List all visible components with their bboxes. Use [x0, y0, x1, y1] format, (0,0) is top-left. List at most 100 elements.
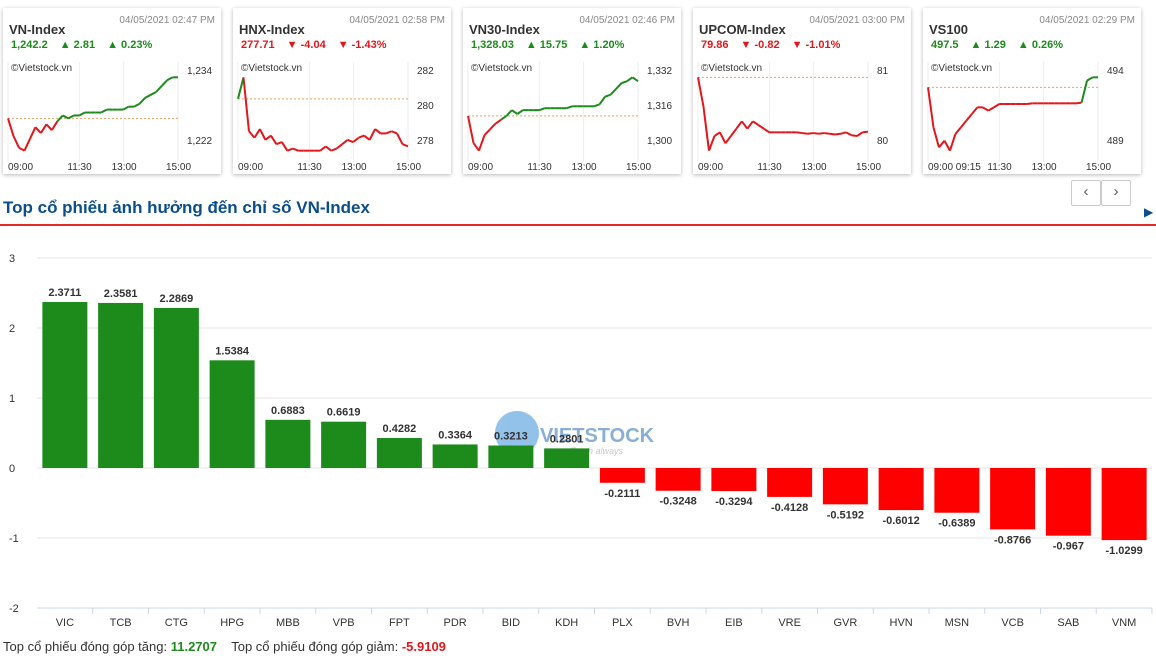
- bar-ctg[interactable]: [153, 307, 199, 468]
- data-label: 0.2801: [550, 433, 584, 445]
- price-line-segment: [489, 122, 497, 131]
- bar-sab[interactable]: [1045, 468, 1091, 536]
- price-line-segment: [467, 115, 475, 144]
- price-line-segment: [500, 115, 507, 121]
- x-tick-label: VPB: [333, 617, 355, 629]
- x-tick-label: MBB: [276, 617, 300, 629]
- section-title: Top cổ phiếu ảnh hưởng đến chỉ số VN-Ind…: [3, 198, 370, 217]
- x-tick-label: HVN: [890, 617, 913, 629]
- price-line-segment: [160, 79, 168, 87]
- price-line-segment: [752, 120, 759, 126]
- bar-vic[interactable]: [42, 302, 88, 468]
- watermark-slogan: Fresh always: [570, 446, 624, 456]
- price-line-segment: [319, 145, 327, 152]
- x-tick-label: GVR: [833, 617, 857, 629]
- bar-tcb[interactable]: [98, 302, 144, 468]
- index-name: VN-Index: [9, 22, 66, 37]
- price-line-segment: [713, 131, 721, 137]
- up-arrow-icon: ▲: [107, 39, 122, 51]
- index-card-hnx-index[interactable]: HNX-Index 04/05/2021 02:58 PM 277.71 ▼ -4.0…: [233, 8, 451, 174]
- x-tick-label: 15:00: [626, 162, 651, 173]
- index-card-upcom-index[interactable]: UPCOM-Index 04/05/2021 03:00 PM 79.86 ▼ -0.…: [693, 8, 911, 174]
- price-line-segment: [818, 132, 825, 135]
- next-button[interactable]: ›: [1101, 180, 1131, 206]
- x-tick-label: EIB: [725, 617, 743, 629]
- index-cards-strip: VN-Index 04/05/2021 02:47 PM 1,242.2 ▲ 2.81…: [0, 0, 1156, 180]
- y-tick-label: 1,234: [187, 66, 212, 77]
- up-arrow-icon: ▲: [1017, 39, 1032, 51]
- price-line-segment: [336, 143, 343, 150]
- bar-kdh[interactable]: [544, 448, 590, 468]
- source-label: ©Vietstock.vn: [11, 63, 73, 74]
- x-tick-label: 09:00 09:15: [928, 162, 981, 173]
- price-line-segment: [325, 145, 332, 152]
- bar-eib[interactable]: [711, 468, 757, 492]
- index-card-vs100[interactable]: VS100 04/05/2021 02:29 PM 497.5 ▲ 1.29 ▲ 0.2…: [923, 8, 1141, 174]
- y-tick-label: 1,222: [187, 136, 212, 147]
- negative-total-label: Top cổ phiếu đóng góp giảm:: [231, 639, 399, 654]
- price-line-segment: [965, 113, 973, 122]
- bar-vcb[interactable]: [990, 468, 1036, 530]
- bar-vpb[interactable]: [321, 421, 367, 468]
- price-line-segment: [40, 123, 48, 134]
- price-line-segment: [719, 131, 727, 144]
- bar-vre[interactable]: [767, 468, 813, 497]
- up-arrow-icon: ▲: [525, 39, 540, 51]
- price-line-segment: [1026, 102, 1033, 105]
- data-label: -0.2111: [604, 488, 640, 500]
- price-line-segment: [604, 93, 611, 98]
- bar-pdr[interactable]: [432, 444, 478, 468]
- bar-fpt[interactable]: [376, 438, 422, 468]
- prev-button[interactable]: ‹: [1071, 180, 1101, 206]
- x-tick-label: 09:00: [698, 162, 723, 173]
- x-tick-label: PLX: [612, 617, 633, 629]
- y-tick-label: 2: [9, 323, 15, 335]
- price-line-segment: [954, 126, 962, 135]
- x-tick-label: 15:00: [396, 162, 421, 173]
- price-line-segment: [155, 85, 163, 93]
- bar-mbb[interactable]: [265, 419, 311, 468]
- data-label: 0.6883: [271, 405, 305, 417]
- price-line-segment: [18, 146, 25, 152]
- x-tick-label: 11:30: [757, 162, 782, 173]
- bar-hpg[interactable]: [209, 360, 255, 468]
- x-tick-label: 09:00: [238, 162, 263, 173]
- price-line-segment: [133, 102, 141, 108]
- data-label: 2.3711: [48, 287, 81, 299]
- x-tick-label: 11:30: [987, 162, 1012, 173]
- source-label: ©Vietstock.vn: [471, 63, 533, 74]
- price-line-segment: [281, 141, 289, 152]
- price-line-segment: [735, 120, 743, 130]
- index-card-vn30-index[interactable]: VN30-Index 04/05/2021 02:46 PM 1,328.03 ▲ 1…: [463, 8, 681, 174]
- price-line-segment: [67, 114, 75, 120]
- up-arrow-icon: ▲: [970, 39, 985, 51]
- bar-gvr[interactable]: [822, 468, 868, 505]
- price-line-segment: [270, 135, 278, 145]
- price-line-segment: [358, 134, 365, 139]
- index-value: 277.71: [241, 39, 275, 51]
- bar-bvh[interactable]: [655, 468, 701, 491]
- expand-arrow-icon[interactable]: ▶: [1144, 205, 1154, 219]
- bar-bid[interactable]: [488, 445, 534, 468]
- price-line-segment: [100, 108, 108, 114]
- index-value: 79.86: [701, 39, 729, 51]
- price-line-segment: [1080, 80, 1089, 103]
- price-line-segment: [807, 132, 814, 135]
- bar-msn[interactable]: [934, 468, 980, 513]
- price-line-segment: [566, 105, 573, 110]
- y-tick-label: 1,300: [647, 136, 672, 147]
- y-tick-label: 494: [1107, 66, 1124, 77]
- x-tick-label: VIC: [56, 617, 74, 629]
- price-line-segment: [971, 106, 979, 115]
- bar-plx[interactable]: [599, 468, 645, 483]
- price-line-segment: [927, 87, 935, 128]
- y-tick-label: 80: [877, 136, 889, 147]
- price-line-segment: [796, 131, 803, 135]
- index-card-vn-index[interactable]: VN-Index 04/05/2021 02:47 PM 1,242.2 ▲ 2.81…: [3, 8, 221, 174]
- bar-hvn[interactable]: [878, 468, 924, 511]
- data-label: 1.5384: [215, 345, 250, 357]
- price-line-segment: [363, 134, 371, 141]
- bar-vnm[interactable]: [1101, 468, 1147, 541]
- source-label: ©Vietstock.vn: [701, 63, 763, 74]
- x-tick-label: MSN: [945, 617, 970, 629]
